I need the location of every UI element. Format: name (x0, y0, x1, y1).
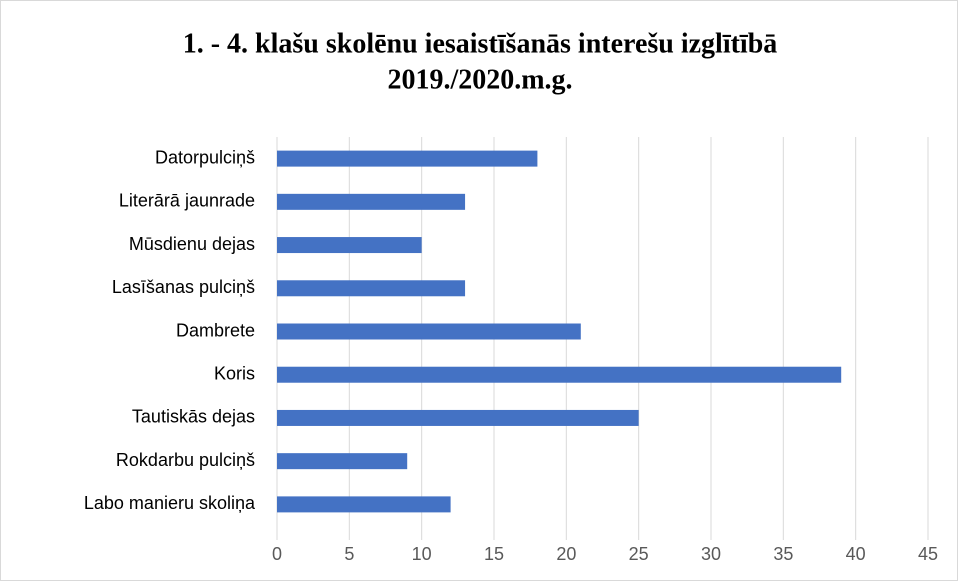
bar (277, 150, 538, 167)
x-tick-label: 10 (412, 544, 432, 564)
bar (277, 193, 466, 210)
x-tick-label: 20 (556, 544, 576, 564)
y-tick-label: Literārā jaunrade (119, 191, 255, 211)
y-tick-label: Datorpulciņš (155, 147, 255, 167)
bar (277, 280, 466, 297)
chart-title: 2019./2020.m.g. (387, 64, 572, 95)
y-tick-label: Labo manieru skoliņa (84, 493, 256, 513)
x-tick-label: 5 (344, 544, 354, 564)
y-tick-label: Tautiskās dejas (132, 407, 255, 427)
y-tick-label: Lasīšanas pulciņš (112, 277, 255, 297)
bar (277, 323, 581, 340)
x-tick-label: 40 (846, 544, 866, 564)
bar (277, 409, 639, 426)
bar (277, 237, 422, 254)
bar (277, 453, 408, 470)
x-tick-label: 25 (629, 544, 649, 564)
y-tick-label: Koris (214, 363, 255, 383)
y-tick-label: Rokdarbu pulciņš (116, 450, 255, 470)
chart-title: 1. - 4. klašu skolēnu iesaistīšanās inte… (183, 28, 778, 59)
y-tick-label: Mūsdienu dejas (129, 234, 255, 254)
x-tick-label: 35 (773, 544, 793, 564)
bar (277, 366, 842, 383)
x-tick-label: 15 (484, 544, 504, 564)
x-tick-label: 30 (701, 544, 721, 564)
x-tick-label: 0 (272, 544, 282, 564)
x-tick-label: 45 (918, 544, 938, 564)
bar (277, 496, 451, 513)
y-tick-label: Dambrete (176, 320, 255, 340)
